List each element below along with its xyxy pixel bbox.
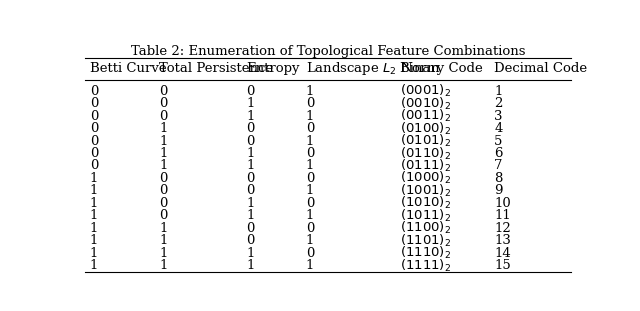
Text: 8: 8 (494, 172, 502, 185)
Text: 1: 1 (159, 247, 168, 260)
Text: $(1111)_2$: $(1111)_2$ (400, 258, 451, 274)
Text: 1: 1 (90, 172, 99, 185)
Text: 0: 0 (159, 209, 168, 222)
Text: 0: 0 (90, 85, 99, 98)
Text: 1: 1 (90, 234, 99, 247)
Text: $(1110)_2$: $(1110)_2$ (400, 245, 451, 261)
Text: 12: 12 (494, 222, 511, 235)
Text: 0: 0 (246, 184, 255, 197)
Text: 0: 0 (90, 97, 99, 110)
Text: 1: 1 (306, 209, 314, 222)
Text: 5: 5 (494, 135, 502, 147)
Text: 0: 0 (306, 172, 314, 185)
Text: 6: 6 (494, 147, 502, 160)
Text: 0: 0 (90, 109, 99, 123)
Text: 13: 13 (494, 234, 511, 247)
Text: $(0100)_2$: $(0100)_2$ (400, 120, 451, 137)
Text: Entropy: Entropy (246, 63, 300, 76)
Text: Binary Code: Binary Code (400, 63, 483, 76)
Text: 0: 0 (90, 147, 99, 160)
Text: 3: 3 (494, 109, 502, 123)
Text: 9: 9 (494, 184, 502, 197)
Text: 10: 10 (494, 197, 511, 210)
Text: 1: 1 (306, 160, 314, 172)
Text: $(1100)_2$: $(1100)_2$ (400, 220, 451, 236)
Text: 0: 0 (246, 135, 255, 147)
Text: 1: 1 (90, 247, 99, 260)
Text: 0: 0 (246, 85, 255, 98)
Text: Betti Curve: Betti Curve (90, 63, 166, 76)
Text: 1: 1 (246, 160, 255, 172)
Text: $(0101)_2$: $(0101)_2$ (400, 133, 451, 149)
Text: $(1001)_2$: $(1001)_2$ (400, 183, 451, 199)
Text: 1: 1 (90, 222, 99, 235)
Text: 0: 0 (246, 222, 255, 235)
Text: $(0001)_2$: $(0001)_2$ (400, 83, 451, 99)
Text: 0: 0 (246, 172, 255, 185)
Text: 0: 0 (306, 97, 314, 110)
Text: 14: 14 (494, 247, 511, 260)
Text: 0: 0 (159, 109, 168, 123)
Text: Landscape $L_2$ Norm: Landscape $L_2$ Norm (306, 60, 440, 77)
Text: 1: 1 (306, 85, 314, 98)
Text: 0: 0 (90, 122, 99, 135)
Text: $(0011)_2$: $(0011)_2$ (400, 108, 451, 124)
Text: 1: 1 (90, 197, 99, 210)
Text: 1: 1 (90, 209, 99, 222)
Text: 1: 1 (306, 135, 314, 147)
Text: 0: 0 (306, 197, 314, 210)
Text: 1: 1 (159, 222, 168, 235)
Text: 4: 4 (494, 122, 502, 135)
Text: 1: 1 (246, 109, 255, 123)
Text: 0: 0 (159, 172, 168, 185)
Text: 1: 1 (246, 97, 255, 110)
Text: 1: 1 (159, 147, 168, 160)
Text: $(1000)_2$: $(1000)_2$ (400, 170, 451, 186)
Text: 1: 1 (494, 85, 502, 98)
Text: 0: 0 (306, 122, 314, 135)
Text: 2: 2 (494, 97, 502, 110)
Text: Table 2: Enumeration of Topological Feature Combinations: Table 2: Enumeration of Topological Feat… (131, 44, 525, 58)
Text: 0: 0 (90, 160, 99, 172)
Text: 1: 1 (306, 109, 314, 123)
Text: Total Persistence: Total Persistence (159, 63, 273, 76)
Text: 1: 1 (246, 209, 255, 222)
Text: 1: 1 (306, 184, 314, 197)
Text: $(1101)_2$: $(1101)_2$ (400, 233, 451, 249)
Text: 1: 1 (159, 160, 168, 172)
Text: 1: 1 (159, 135, 168, 147)
Text: $(0111)_2$: $(0111)_2$ (400, 158, 451, 174)
Text: 0: 0 (246, 122, 255, 135)
Text: 0: 0 (306, 247, 314, 260)
Text: 1: 1 (246, 247, 255, 260)
Text: 0: 0 (159, 97, 168, 110)
Text: $(1011)_2$: $(1011)_2$ (400, 208, 451, 224)
Text: 7: 7 (494, 160, 502, 172)
Text: 0: 0 (159, 197, 168, 210)
Text: $(1010)_2$: $(1010)_2$ (400, 195, 451, 211)
Text: 1: 1 (159, 122, 168, 135)
Text: 15: 15 (494, 259, 511, 272)
Text: Decimal Code: Decimal Code (494, 63, 588, 76)
Text: 0: 0 (159, 85, 168, 98)
Text: 1: 1 (246, 147, 255, 160)
Text: $(0110)_2$: $(0110)_2$ (400, 146, 451, 161)
Text: 1: 1 (306, 234, 314, 247)
Text: $(0010)_2$: $(0010)_2$ (400, 95, 451, 112)
Text: 0: 0 (159, 184, 168, 197)
Text: 1: 1 (90, 259, 99, 272)
Text: 11: 11 (494, 209, 511, 222)
Text: 1: 1 (306, 259, 314, 272)
Text: 1: 1 (159, 259, 168, 272)
Text: 0: 0 (306, 147, 314, 160)
Text: 1: 1 (159, 234, 168, 247)
Text: 1: 1 (246, 197, 255, 210)
Text: 0: 0 (306, 222, 314, 235)
Text: 1: 1 (246, 259, 255, 272)
Text: 1: 1 (90, 184, 99, 197)
Text: 0: 0 (246, 234, 255, 247)
Text: 0: 0 (90, 135, 99, 147)
